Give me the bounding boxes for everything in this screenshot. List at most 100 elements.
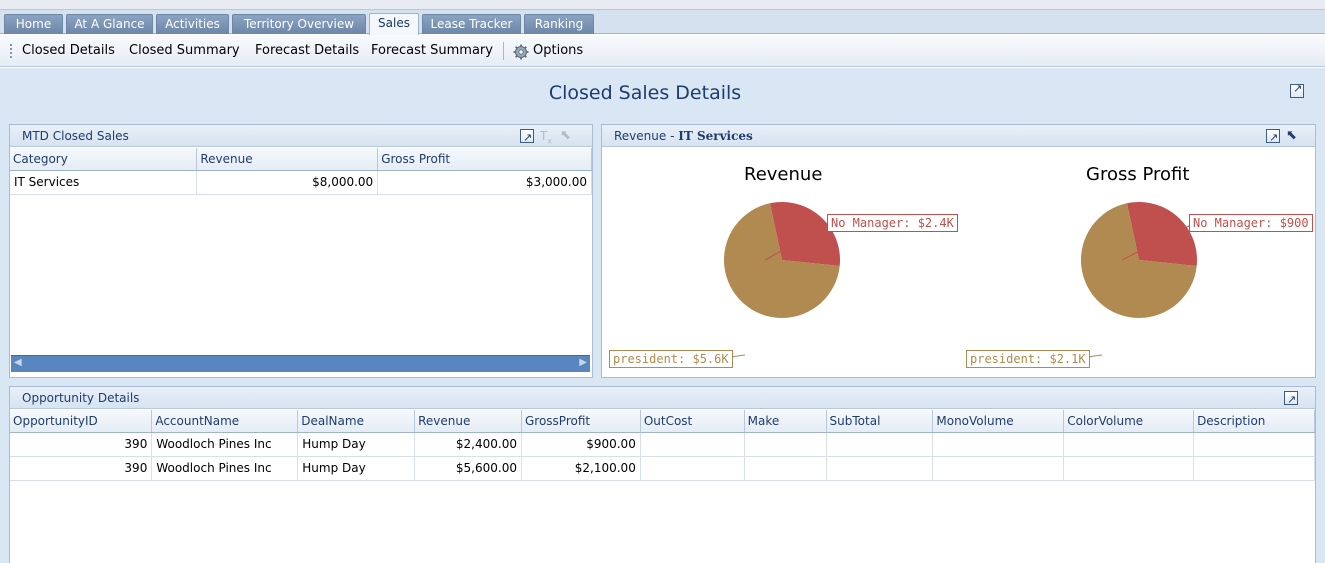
column-header-opportunity-id[interactable]: OpportunityID: [10, 410, 153, 433]
main-content: Closed Sales Details MTD Closed Sales Tx…: [0, 68, 1325, 563]
panel-title: MTD Closed Sales: [22, 129, 129, 143]
closed-summary-button[interactable]: Closed Summary: [129, 43, 240, 58]
horizontal-scrollbar[interactable]: ◀ ▶: [11, 355, 590, 372]
export-icon[interactable]: [520, 127, 534, 149]
cell-gross-profit[interactable]: $900.00: [521, 432, 641, 457]
scroll-right-icon[interactable]: ▶: [579, 357, 587, 368]
cell-color-volume[interactable]: [1063, 456, 1195, 481]
cell-make[interactable]: [744, 456, 827, 481]
column-header-deal-name[interactable]: DealName: [297, 410, 416, 433]
column-header-account-name[interactable]: AccountName: [151, 410, 299, 433]
clear-filter-icon[interactable]: Tx: [540, 129, 553, 146]
pie-slice-president[interactable]: [724, 203, 840, 318]
label-leader: [764, 225, 828, 261]
cell-description[interactable]: [1193, 432, 1315, 457]
grid-header-row: Category Revenue Gross Profit: [10, 148, 592, 171]
cell-make[interactable]: [744, 432, 827, 457]
column-header-subtotal[interactable]: SubTotal: [826, 410, 934, 433]
column-header-revenue[interactable]: Revenue: [414, 410, 522, 433]
tab-activities[interactable]: Activities: [156, 14, 229, 34]
tab-sales[interactable]: Sales: [369, 13, 419, 35]
window-top-strip: [0, 0, 1325, 10]
panel-header: Opportunity Details: [10, 387, 1315, 411]
cell-revenue[interactable]: $5,600.00: [414, 456, 522, 481]
options-button[interactable]: Options: [533, 43, 584, 58]
mtd-closed-sales-panel: MTD Closed Sales Tx ⬉ Category Revenue G…: [9, 124, 593, 378]
drill-up-icon[interactable]: ⬉: [1286, 128, 1297, 143]
opportunity-details-panel: Opportunity Details OpportunityID Accoun…: [9, 386, 1316, 563]
cell-category[interactable]: IT Services: [10, 170, 198, 195]
cell-opportunity-id[interactable]: 390: [10, 432, 153, 457]
pie-slice-no-manager[interactable]: [1126, 201, 1197, 267]
cell-account-name[interactable]: Woodloch Pines Inc: [151, 432, 299, 457]
cell-revenue[interactable]: $2,400.00: [414, 432, 522, 457]
chart-panel-title-category: IT Services: [678, 129, 753, 143]
cell-deal-name[interactable]: Hump Day: [297, 456, 416, 481]
table-row[interactable]: 390 Woodloch Pines Inc Hump Day $2,400.0…: [10, 432, 1315, 457]
cell-gross-profit[interactable]: $2,100.00: [521, 456, 641, 481]
sales-toolbar: Closed Details Closed Summary Forecast D…: [0, 35, 1325, 67]
page-title: Closed Sales Details: [548, 82, 742, 104]
chart-title-revenue: Revenue: [744, 164, 823, 185]
toolbar-separator: [503, 42, 504, 60]
toolbar-grip[interactable]: [10, 44, 13, 58]
cell-revenue[interactable]: $8,000.00: [196, 170, 379, 195]
opportunity-grid: OpportunityID AccountName DealName Reven…: [10, 410, 1315, 481]
panel-title: Opportunity Details: [22, 391, 140, 405]
cell-out-cost[interactable]: [640, 456, 745, 481]
tab-ranking[interactable]: Ranking: [524, 14, 594, 34]
cell-account-name[interactable]: Woodloch Pines Inc: [151, 456, 299, 481]
cell-out-cost[interactable]: [640, 432, 745, 457]
column-header-color-volume[interactable]: ColorVolume: [1063, 410, 1195, 433]
column-header-mono-volume[interactable]: MonoVolume: [932, 410, 1065, 433]
revenue-chart-panel: Revenue - IT Services ⬉ Revenue Gross Pr…: [601, 124, 1316, 378]
cell-opportunity-id[interactable]: 390: [10, 456, 153, 481]
cell-subtotal[interactable]: [826, 456, 934, 481]
cell-mono-volume[interactable]: [932, 432, 1065, 457]
column-header-gross-profit[interactable]: GrossProfit: [521, 410, 641, 433]
cell-subtotal[interactable]: [826, 432, 934, 457]
gross-profit-pie: [1081, 201, 1197, 318]
column-header-out-cost[interactable]: OutCost: [640, 410, 745, 433]
column-header-description[interactable]: Description: [1193, 410, 1315, 433]
column-header-gross-profit[interactable]: Gross Profit: [377, 148, 592, 171]
panel-header: MTD Closed Sales Tx ⬉: [10, 125, 592, 149]
forecast-summary-button[interactable]: Forecast Summary: [371, 43, 493, 58]
revenue-pie: [724, 202, 840, 318]
cell-deal-name[interactable]: Hump Day: [297, 432, 416, 457]
forecast-details-button[interactable]: Forecast Details: [255, 43, 360, 58]
scroll-left-icon[interactable]: ◀: [14, 357, 22, 368]
cell-color-volume[interactable]: [1063, 432, 1195, 457]
drill-up-icon[interactable]: ⬉: [560, 128, 571, 143]
export-icon[interactable]: [1284, 389, 1298, 411]
closed-details-button[interactable]: Closed Details: [22, 43, 115, 58]
chart-panel-title-prefix: Revenue -: [614, 129, 679, 143]
column-header-make[interactable]: Make: [744, 410, 827, 433]
tab-home[interactable]: Home: [4, 14, 63, 34]
cell-gross-profit[interactable]: $3,000.00: [377, 170, 592, 195]
table-row[interactable]: IT Services $8,000.00 $3,000.00: [10, 170, 592, 195]
export-icon[interactable]: [1266, 127, 1280, 149]
gear-icon[interactable]: [512, 44, 530, 60]
tab-lease-tracker[interactable]: Lease Tracker: [422, 14, 521, 34]
pie-charts: [714, 201, 1197, 360]
slice-label-no-manager: No Manager: $2.4K: [827, 214, 958, 232]
panel-header: Revenue - IT Services ⬉: [602, 125, 1315, 149]
label-leader: [1121, 225, 1190, 261]
slice-label-no-manager: No Manager: $900: [1189, 214, 1313, 232]
pie-slice-no-manager[interactable]: [769, 202, 840, 267]
export-icon[interactable]: [1290, 82, 1304, 98]
pie-slice-president[interactable]: [1081, 203, 1197, 318]
tab-territory-overview[interactable]: Territory Overview: [232, 14, 366, 34]
cell-description[interactable]: [1193, 456, 1315, 481]
main-tab-bar: Home At A Glance Activities Territory Ov…: [0, 10, 1325, 35]
grid-header-row: OpportunityID AccountName DealName Reven…: [10, 410, 1315, 433]
cell-mono-volume[interactable]: [932, 456, 1065, 481]
tab-at-a-glance[interactable]: At A Glance: [66, 14, 153, 34]
column-header-category[interactable]: Category: [10, 148, 198, 171]
table-row[interactable]: 390 Woodloch Pines Inc Hump Day $5,600.0…: [10, 456, 1315, 481]
mtd-grid: Category Revenue Gross Profit IT Service…: [10, 148, 592, 195]
chart-title-gross-profit: Gross Profit: [1086, 164, 1190, 185]
slice-label-president: president: $2.1K: [966, 350, 1090, 368]
column-header-revenue[interactable]: Revenue: [196, 148, 379, 171]
